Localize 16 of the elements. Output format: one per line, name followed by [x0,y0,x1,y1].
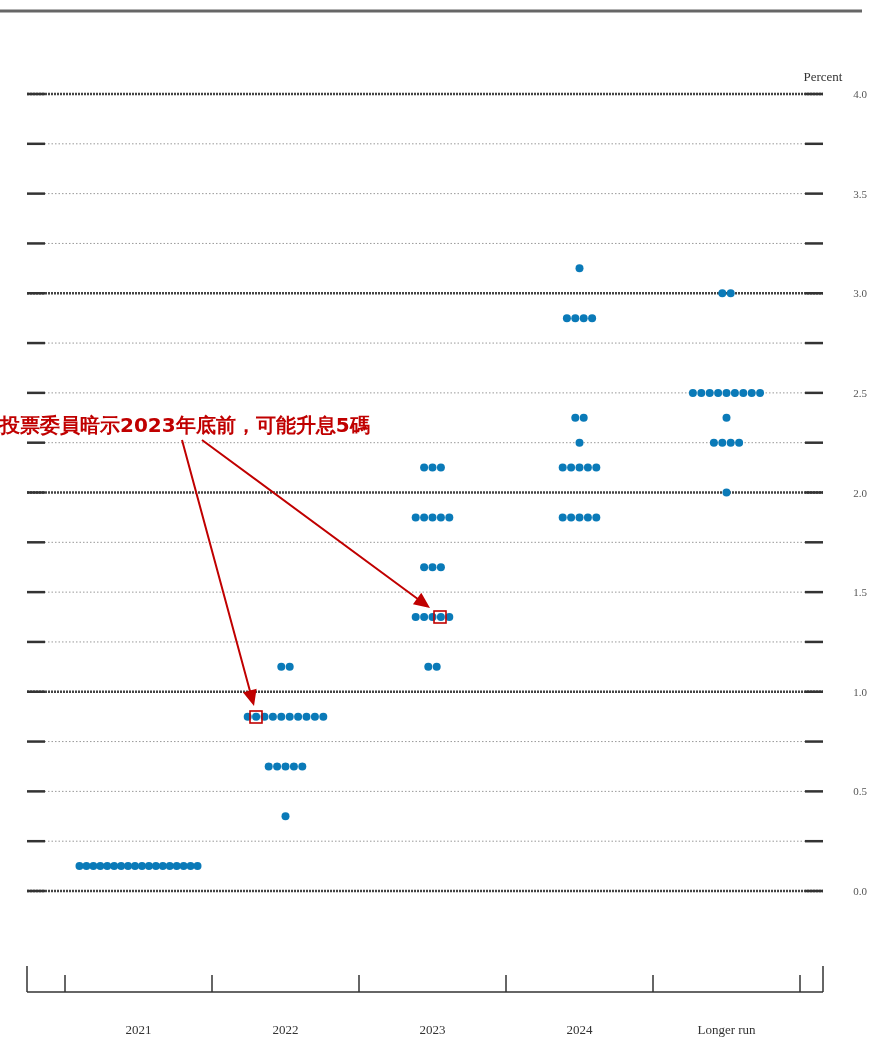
y-axis-title: Percent [803,69,843,84]
x-tick-label: 2023 [419,1022,446,1037]
x-tick-label: Longer run [697,1022,757,1037]
annotation: 投票委員暗示2023年底前，可能升息5碼 [0,413,370,437]
y-tick-label: 3.0 [853,287,868,300]
x-tick-label: 2022 [272,1022,299,1037]
x-tick-label: 2024 [566,1022,593,1037]
y-tick-label: 0.5 [853,785,868,798]
y-tick-label: 1.0 [853,685,868,698]
y-tick-label: 4.0 [853,88,868,100]
y-tick-label: 2.5 [853,386,868,399]
y-tick-label: 0.0 [853,885,868,897]
y-tick-label: 2.0 [853,486,868,499]
y-tick-label: 1.5 [853,586,868,599]
y-tick-label: 3.5 [853,187,868,200]
x-tick-label: 2021 [125,1022,152,1037]
